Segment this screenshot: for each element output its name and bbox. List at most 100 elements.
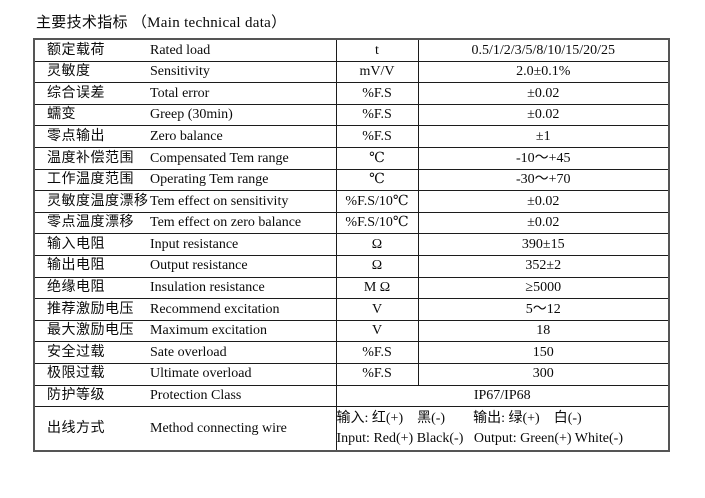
param-cn-label: 零点温度漂移 [47,215,134,231]
value-cell: 300 [417,362,670,386]
parameter-cell: 温度补偿范围 Compensated Tem range [33,146,337,170]
unit-cell: M Ω [335,276,419,300]
table-row: 灵敏度温度漂移 Tem effect on sensitivity %F.S/10℃… [33,190,670,213]
param-en-label: Sensitivity [150,64,210,80]
parameter-cell: 输入电阻 Input resistance [33,233,337,256]
wire-line: 输入: 红(+) 黑(-) 输出: 绿(+) 白(-) [336,410,582,426]
param-cn-label: 温度补偿范围 [47,150,134,166]
unit-cell: %F.S [335,362,419,386]
parameter-cell: 蠕变 Greep (30min) [33,103,337,127]
table-row: 安全过载 Sate overload %F.S 150 [33,341,670,364]
param-cn-label: 蠕变 [47,107,76,123]
table-row: 极限过载 Ultimate overload %F.S 300 [33,362,670,386]
value-cell: 150 [417,341,670,364]
parameter-cell: 零点输出 Zero balance [33,125,337,148]
unit-cell: %F.S [335,82,419,105]
parameter-cell: 出线方式 Method connecting wire [33,406,337,452]
parameter-cell: 灵敏度温度漂移 Tem effect on sensitivity [33,190,337,213]
param-cn-label: 综合误差 [47,85,105,101]
value-cell: 390±15 [417,233,670,256]
parameter-cell: 工作温度范围 Operating Tem range [33,168,337,192]
unit-cell: ℃ [335,146,419,170]
param-en-label: Ultimate overload [150,366,252,382]
table-row: 绝缘电阻 Insulation resistance M Ω ≥5000 [33,276,670,300]
unit-cell: mV/V [335,60,419,84]
table-row: 出线方式 Method connecting wire 输入: 红(+) 黑(-) … [33,406,670,452]
value-cell: ±0.02 [417,103,670,127]
value-cell: 0.5/1/2/3/5/8/10/15/20/25 [417,38,670,62]
param-en-label: Tem effect on zero balance [150,215,302,231]
parameter-cell: 防护等级 Protection Class [33,384,337,408]
param-en-label: Compensated Tem range [150,150,289,166]
parameter-cell: 额定载荷 Rated load [33,38,337,62]
value-cell: ±0.02 [417,82,670,105]
unit-cell: Ω [335,233,419,256]
param-cn-label: 防护等级 [47,388,105,404]
param-en-label: Maximum excitation [150,323,268,339]
param-cn-label: 安全过载 [47,344,105,360]
wire-line: Input: Red(+) Black(-) Output: Green(+) … [336,430,623,446]
table-row: 零点输出 Zero balance %F.S ±1 [33,125,670,148]
value-cell: 2.0±0.1% [417,60,670,84]
unit-cell: V [335,298,419,321]
param-en-label: Recommend excitation [150,301,280,317]
unit-cell: %F.S [335,103,419,127]
param-cn-label: 额定载荷 [47,42,105,58]
value-cell: ±1 [417,125,670,148]
value-cell: ≥5000 [417,276,670,300]
table-row: 输出电阻 Output resistance Ω 352±2 [33,254,670,278]
table-row: 推荐激励电压 Recommend excitation V 5～12 [33,298,670,321]
param-en-label: Insulation resistance [150,280,265,296]
param-en-label: Input resistance [150,236,239,252]
param-cn-label: 出线方式 [47,420,105,436]
table-row: 最大激励电压 Maximum excitation V 18 [33,319,670,343]
value-cell: -10～+45 [417,146,670,170]
parameter-cell: 绝缘电阻 Insulation resistance [33,276,337,300]
parameter-cell: 安全过载 Sate overload [33,341,337,364]
table-row: 灵敏度 Sensitivity mV/V 2.0±0.1% [33,60,670,84]
param-cn-label: 工作温度范围 [47,172,134,188]
param-cn-label: 最大激励电压 [47,323,134,339]
param-cn-label: 输出电阻 [47,258,105,274]
param-en-label: Method connecting wire [150,420,287,436]
unit-cell: %F.S [335,125,419,148]
main-technical-data-table: 额定载荷 Rated load t 0.5/1/2/3/5/8/10/15/20/25… [33,38,670,453]
value-cell: ±0.02 [417,211,670,235]
table-row: 输入电阻 Input resistance Ω 390±15 [33,233,670,256]
wire-connection-cell: 输入: 红(+) 黑(-) 输出: 绿(+) 白(-) Input: Red(+)… [335,406,670,452]
value-cell: -30～+70 [417,168,670,192]
parameter-cell: 输出电阻 Output resistance [33,254,337,278]
param-cn-label: 灵敏度温度漂移 [47,193,149,209]
table-row: 蠕变 Greep (30min) %F.S ±0.02 [33,103,670,127]
parameter-cell: 极限过载 Ultimate overload [33,362,337,386]
param-en-label: Protection Class [150,388,242,404]
unit-cell: %F.S/10℃ [335,190,419,213]
parameter-cell: 灵敏度 Sensitivity [33,60,337,84]
unit-cell: V [335,319,419,343]
parameter-cell: 最大激励电压 Maximum excitation [33,319,337,343]
table-row: 温度补偿范围 Compensated Tem range ℃ -10～+45 [33,146,670,170]
parameter-cell: 零点温度漂移 Tem effect on zero balance [33,211,337,235]
value-cell: 5～12 [417,298,670,321]
param-en-label: Output resistance [150,258,248,274]
parameter-cell: 综合误差 Total error [33,82,337,105]
table-row: 防护等级 Protection Class IP67/IP68 [33,384,670,408]
param-en-label: Zero balance [150,128,223,144]
param-cn-label: 零点输出 [47,128,105,144]
table-row: 综合误差 Total error %F.S ±0.02 [33,82,670,105]
param-en-label: Tem effect on sensitivity [150,193,289,209]
param-en-label: Greep (30min) [150,107,233,123]
value-cell: IP67/IP68 [335,384,670,408]
param-cn-label: 极限过载 [47,366,105,382]
value-cell: 352±2 [417,254,670,278]
unit-cell: ℃ [335,168,419,192]
unit-cell: Ω [335,254,419,278]
param-en-label: Sate overload [150,344,227,360]
parameter-cell: 推荐激励电压 Recommend excitation [33,298,337,321]
param-cn-label: 输入电阻 [47,236,105,252]
page-title: 主要技术指标 （Main technical data） [36,15,287,31]
unit-cell: %F.S [335,341,419,364]
table-row: 额定载荷 Rated load t 0.5/1/2/3/5/8/10/15/20/25 [33,38,670,62]
param-en-label: Rated load [150,42,211,58]
spec-table-body: 额定载荷 Rated load t 0.5/1/2/3/5/8/10/15/20/25… [33,38,670,452]
